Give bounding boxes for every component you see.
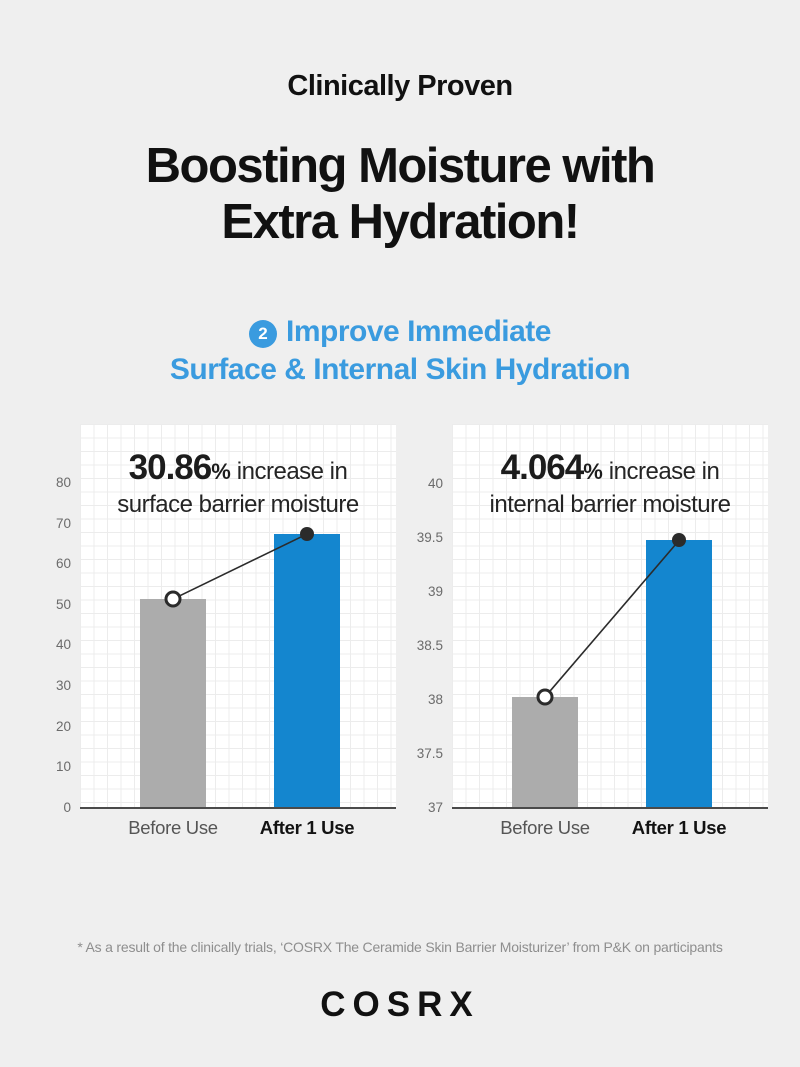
page-title-line2: Extra Hydration!: [221, 194, 580, 249]
y-tick-label: 0: [63, 799, 71, 815]
subtitle-line1-text: Improve Immediate: [286, 314, 551, 348]
y-tick-label: 20: [55, 718, 71, 734]
filled-circle-marker: [300, 526, 314, 541]
open-circle-marker: [536, 688, 554, 706]
page-title-line1: Boosting Moisture with: [145, 139, 656, 193]
bar-after-1-use: [646, 540, 712, 807]
headline-line1: 30.86% increase in: [80, 448, 396, 488]
filled-circle-marker: [672, 533, 686, 548]
y-tick-label: 10: [55, 759, 71, 775]
headline-suffix: increase in: [236, 457, 348, 485]
x-tick-label-before-use: Before Use: [500, 816, 590, 838]
y-tick-label: 80: [55, 474, 71, 490]
headline-number: 4.064: [500, 447, 585, 487]
percent-sign: %: [211, 458, 231, 484]
y-tick-label: 30: [55, 678, 71, 694]
footnote-disclaimer: * As a result of the clinically trials, …: [77, 938, 723, 955]
y-tick-label: 60: [55, 556, 71, 572]
bar-before-use: [512, 696, 578, 807]
bar-after-1-use: [274, 533, 340, 807]
eyebrow-title: Clinically Proven: [287, 70, 513, 102]
y-axis-surface: 0 10 20 30 40 50 60 70 80: [32, 424, 80, 814]
y-tick-label: 39.5: [416, 530, 443, 546]
y-tick-label: 38.5: [416, 638, 443, 654]
page-title: Boosting Moisture with Extra Hydration!: [0, 139, 800, 251]
headline-line2: surface barrier moisture: [117, 490, 359, 518]
cosrx-logo: COSRX: [320, 984, 480, 1024]
chart-headline-surface: 30.86% increase in surface barrier moistu…: [80, 448, 396, 519]
chart-internal-moisture: 37 37.5 38 38.5 39 39.5 40 4.064% increase in i…: [404, 423, 768, 847]
x-tick-label-after-1-use: After 1 Use: [259, 816, 355, 838]
percent-sign: %: [583, 458, 603, 484]
chart-surface-moisture: 0 10 20 30 40 50 60 70 80 30.86% increase in surf…: [32, 423, 396, 847]
chart-headline-internal: 4.064% increase in internal barrier moist…: [452, 448, 768, 519]
chart-panel-internal: 4.064% increase in internal barrier moist…: [452, 423, 768, 809]
y-axis-internal: 37 37.5 38 38.5 39 39.5 40: [404, 424, 452, 814]
headline-line2: internal barrier moisture: [489, 490, 731, 518]
bar-before-use: [140, 598, 206, 807]
headline-line1: 4.064% increase in: [452, 448, 768, 488]
charts-row: 0 10 20 30 40 50 60 70 80 30.86% increase in surf…: [0, 423, 800, 847]
headline-number: 30.86: [128, 447, 213, 487]
y-tick-label: 39: [427, 584, 443, 600]
chart-panel-surface: 30.86% increase in surface barrier moistu…: [80, 423, 396, 809]
number-2-badge: 2: [249, 319, 278, 348]
y-tick-label: 70: [55, 515, 71, 531]
x-tick-label-after-1-use: After 1 Use: [631, 816, 727, 838]
x-axis-surface: Before Use After 1 Use: [80, 809, 396, 847]
y-tick-label: 40: [55, 637, 71, 653]
y-tick-label: 37.5: [416, 745, 443, 761]
y-tick-label: 38: [427, 692, 443, 708]
y-tick-label: 40: [427, 476, 443, 492]
y-tick-label: 50: [55, 596, 71, 612]
y-tick-label: 37: [427, 799, 443, 815]
x-tick-label-before-use: Before Use: [128, 816, 218, 838]
subtitle-line1: 2 Improve Immediate: [0, 313, 800, 351]
section-subtitle: 2 Improve Immediate Surface & Internal Sk…: [0, 313, 800, 389]
open-circle-marker: [164, 590, 182, 608]
subtitle-line2: Surface & Internal Skin Hydration: [169, 352, 631, 386]
x-axis-internal: Before Use After 1 Use: [452, 809, 768, 847]
headline-suffix: increase in: [608, 457, 720, 485]
